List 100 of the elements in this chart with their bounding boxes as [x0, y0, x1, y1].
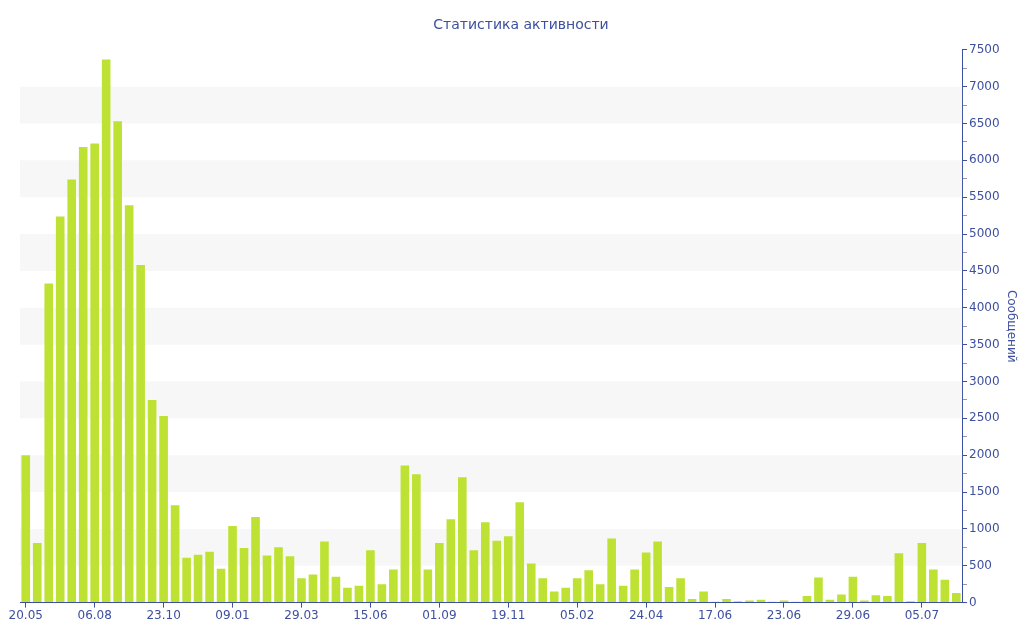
bar — [124, 205, 134, 603]
bar — [952, 593, 961, 603]
y-tick-label: 1000 — [969, 521, 1000, 536]
bar — [308, 574, 318, 603]
y-tick-label: 3500 — [969, 336, 1000, 351]
y-tick-label: 1500 — [969, 484, 1000, 499]
bar — [630, 569, 639, 603]
bar — [67, 179, 77, 603]
bar — [653, 541, 662, 603]
bar — [297, 578, 306, 603]
bar — [366, 550, 375, 603]
bar — [159, 416, 168, 603]
y-tick-label: 5500 — [969, 189, 1000, 204]
bar — [21, 455, 31, 603]
bar — [699, 591, 708, 603]
bar — [515, 502, 525, 603]
bar — [480, 522, 490, 603]
bar — [871, 595, 881, 603]
x-tick-label: 19.11 — [491, 607, 526, 622]
y-tick-label: 5000 — [969, 226, 1000, 241]
x-tick-label: 20.05 — [8, 607, 43, 622]
x-tick-label: 29.06 — [835, 607, 871, 622]
bar — [193, 554, 203, 603]
bar — [170, 505, 180, 603]
y-tick-label: 4000 — [969, 299, 1000, 314]
bar — [722, 598, 731, 603]
bar — [147, 399, 157, 603]
bar — [929, 569, 938, 603]
bar — [239, 548, 249, 603]
bar — [32, 542, 42, 603]
bar — [377, 584, 387, 603]
x-tick-label: 29.03 — [284, 607, 319, 622]
bar — [136, 265, 145, 603]
x-tick-label: 23.10 — [146, 607, 181, 622]
bar — [458, 477, 467, 603]
bar — [664, 587, 674, 603]
bar — [618, 585, 628, 603]
y-tick-label: 2500 — [969, 410, 1000, 425]
bar — [435, 542, 444, 603]
x-tick-label: 23.06 — [766, 607, 802, 622]
bar — [469, 550, 479, 603]
bar — [595, 584, 605, 603]
x-tick-label: 01.09 — [422, 607, 457, 622]
chart-title: Статистика активности — [433, 16, 609, 33]
bar — [343, 587, 352, 603]
bar — [676, 578, 685, 603]
y-tick-label: 6000 — [969, 152, 1000, 167]
bar — [262, 555, 272, 603]
bar — [412, 474, 421, 603]
bar — [641, 552, 651, 603]
bar — [55, 216, 65, 603]
bar — [584, 570, 593, 603]
bar — [802, 595, 812, 603]
bar — [883, 595, 892, 603]
bar — [78, 147, 88, 603]
bar — [90, 143, 99, 603]
x-tick-label: 17.06 — [697, 607, 733, 622]
bar — [607, 538, 616, 603]
x-tick-label: 06.08 — [77, 607, 112, 622]
y-tick-label: 7500 — [969, 41, 1000, 56]
bar — [216, 568, 226, 603]
bar — [274, 547, 283, 603]
bar — [492, 540, 502, 603]
bar — [526, 563, 536, 603]
x-tick-label: 09.01 — [215, 607, 250, 622]
bar — [320, 541, 329, 603]
bar — [848, 576, 858, 603]
bar — [285, 556, 295, 603]
bar — [446, 519, 456, 603]
y-tick-label: 3000 — [969, 373, 1000, 388]
bar — [251, 517, 260, 603]
y-tick-label: 4500 — [969, 263, 1000, 278]
bar — [228, 525, 237, 603]
bar — [837, 594, 846, 603]
bar — [423, 569, 433, 603]
bar — [205, 551, 214, 603]
y-tick-label: 6500 — [969, 115, 1000, 130]
y-tick-label: 2000 — [969, 447, 1000, 462]
bar — [572, 578, 582, 603]
x-tick-label: 05.07 — [904, 607, 940, 622]
bar — [113, 121, 122, 603]
bar — [561, 587, 571, 603]
y-tick-label: 7000 — [969, 78, 1000, 93]
bar — [814, 577, 823, 603]
bar — [44, 283, 54, 603]
bar — [503, 536, 513, 603]
y-tick-label: 500 — [969, 557, 992, 572]
bar — [549, 591, 559, 603]
bar — [182, 557, 191, 603]
bar — [400, 465, 410, 603]
y-axis-title: Сообщений — [1004, 289, 1019, 363]
bar — [354, 585, 364, 603]
bar — [940, 579, 950, 603]
x-tick-label: 05.02 — [560, 607, 595, 622]
bar — [538, 578, 548, 603]
bar — [917, 542, 927, 603]
y-tick-label: 0 — [969, 594, 977, 609]
x-tick-label: 24.04 — [628, 607, 664, 622]
x-tick-label: 15.06 — [353, 607, 388, 622]
bar — [101, 59, 111, 603]
